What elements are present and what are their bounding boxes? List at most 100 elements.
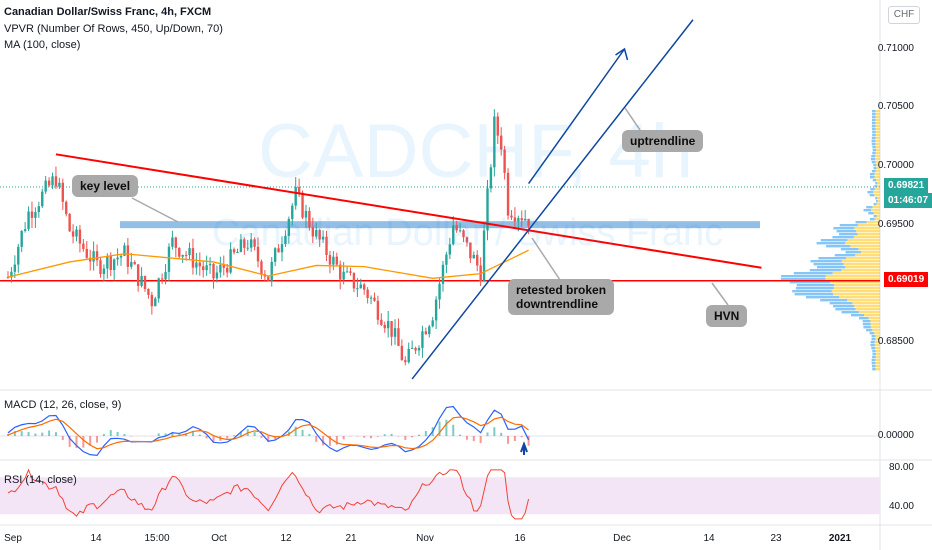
vpvr-bar-up bbox=[836, 230, 857, 233]
candle-body bbox=[366, 289, 369, 298]
vpvr-bar-down bbox=[875, 140, 880, 143]
time-tick: Nov bbox=[416, 533, 434, 544]
macd-histogram-bar bbox=[342, 436, 345, 440]
vpvr-bar-down bbox=[875, 335, 880, 338]
vpvr-bar-up bbox=[869, 194, 875, 197]
macd-histogram-bar bbox=[356, 436, 359, 437]
candle-body bbox=[452, 225, 455, 245]
vpvr-bar-up bbox=[873, 164, 877, 167]
countdown-badge: 01:46:07 bbox=[884, 193, 932, 208]
vpvr-bar-up bbox=[863, 326, 871, 329]
vpvr-bar-up bbox=[870, 176, 875, 179]
candle-body bbox=[65, 201, 68, 214]
retest-callout[interactable]: retested broken downtrendline bbox=[508, 279, 615, 315]
vpvr-bar-down bbox=[876, 164, 880, 167]
vpvr-bar-down bbox=[877, 182, 880, 185]
vpvr-bar-up bbox=[875, 182, 878, 185]
vpvr-bar-up bbox=[835, 308, 856, 311]
vpvr-bar-down bbox=[870, 209, 880, 212]
vpvr-bar-down bbox=[861, 251, 880, 254]
macd-histogram-bar bbox=[54, 432, 57, 436]
vpvr-bar-up bbox=[793, 272, 833, 275]
macd-histogram-bar bbox=[335, 436, 338, 445]
vpvr-bar-up bbox=[871, 143, 876, 146]
candle-body bbox=[195, 262, 198, 268]
candle-body bbox=[469, 242, 472, 259]
key-level-callout[interactable]: key level bbox=[72, 175, 139, 197]
candle-body bbox=[421, 331, 424, 348]
candle-body bbox=[513, 217, 517, 222]
uptrendline-callout[interactable]: uptrendline bbox=[622, 130, 704, 152]
candle-body bbox=[335, 256, 338, 265]
vpvr-bar-down bbox=[873, 191, 880, 194]
candle-body bbox=[445, 254, 448, 265]
time-tick: Sep bbox=[4, 533, 22, 544]
candle-body bbox=[226, 267, 229, 273]
macd-legend[interactable]: MACD (12, 26, close, 9) bbox=[4, 399, 122, 411]
vpvr-bar-down bbox=[864, 314, 880, 317]
price-tick: 0.70000 bbox=[877, 160, 914, 171]
price-tick: 0.69500 bbox=[877, 219, 914, 230]
candle-body bbox=[37, 206, 41, 213]
vpvr-bar-up bbox=[872, 113, 876, 116]
macd-histogram-bar bbox=[171, 432, 174, 436]
candle-body bbox=[85, 248, 88, 258]
candle-body bbox=[243, 239, 246, 248]
vpvr-bar-down bbox=[875, 137, 880, 140]
macd-histogram-bar bbox=[68, 436, 71, 447]
vpvr-bar-up bbox=[871, 170, 876, 173]
vpvr-bar-up bbox=[826, 245, 851, 248]
macd-histogram-bar bbox=[513, 436, 516, 442]
candle-body bbox=[20, 230, 23, 247]
macd-histogram-bar bbox=[507, 436, 510, 444]
vpvr-bar-down bbox=[845, 242, 880, 245]
vpvr-bar-up bbox=[809, 269, 842, 272]
vpvr-bar-up bbox=[829, 302, 853, 305]
vpvr-legend[interactable]: VPVR (Number Of Rows, 450, Up/Down, 70) bbox=[4, 23, 223, 35]
macd-histogram-bar bbox=[479, 436, 482, 444]
ma-legend[interactable]: MA (100, close) bbox=[4, 39, 81, 51]
macd-histogram-bar bbox=[41, 432, 44, 436]
vpvr-bar-up bbox=[845, 251, 862, 254]
vpvr-bar-down bbox=[875, 122, 880, 125]
macd-histogram-bar bbox=[438, 421, 441, 436]
macd-histogram-bar bbox=[89, 436, 92, 446]
vpvr-bar-up bbox=[872, 368, 876, 371]
candle-body bbox=[291, 205, 294, 219]
vpvr-bar-down bbox=[875, 161, 880, 164]
vpvr-bar-up bbox=[871, 347, 876, 350]
vpvr-bar-up bbox=[781, 275, 826, 278]
vpvr-bar-up bbox=[859, 317, 869, 320]
vpvr-bar-up bbox=[810, 260, 842, 263]
candle-body bbox=[133, 262, 136, 265]
candle-body bbox=[160, 278, 164, 280]
vpvr-bar-up bbox=[872, 179, 877, 182]
vpvr-bar-down bbox=[875, 119, 880, 122]
candle-body bbox=[246, 247, 249, 249]
vpvr-bar-down bbox=[841, 269, 880, 272]
candle-body bbox=[150, 294, 154, 307]
vpvr-bar-down bbox=[857, 224, 880, 227]
candle-body bbox=[342, 271, 345, 280]
vpvr-bar-up bbox=[870, 188, 875, 191]
hvn-callout[interactable]: HVN bbox=[706, 305, 748, 327]
currency-button[interactable]: CHF bbox=[888, 6, 920, 24]
vpvr-bar-down bbox=[875, 338, 880, 341]
rsi-tick: 80.00 bbox=[888, 462, 914, 473]
vpvr-bar-down bbox=[843, 263, 880, 266]
candle-body bbox=[476, 254, 479, 266]
rsi-legend[interactable]: RSI (14, close) bbox=[4, 474, 77, 486]
retest-pointer bbox=[531, 237, 561, 281]
candle-body bbox=[102, 268, 106, 275]
candle-body bbox=[376, 300, 380, 320]
candle-body bbox=[270, 261, 273, 281]
candle-body bbox=[349, 271, 352, 273]
macd-histogram-bar bbox=[294, 426, 297, 436]
candle-body bbox=[321, 236, 325, 240]
candle-body bbox=[489, 167, 493, 189]
downtrendline bbox=[55, 153, 762, 269]
vpvr-bar-up bbox=[833, 305, 855, 308]
vpvr-bar-up bbox=[866, 206, 873, 209]
vpvr-bar-down bbox=[833, 293, 880, 296]
